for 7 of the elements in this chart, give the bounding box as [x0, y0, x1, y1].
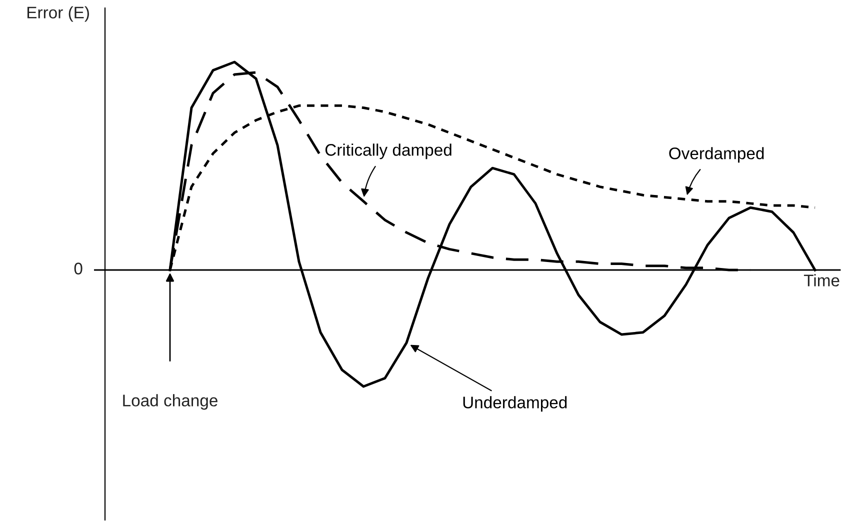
x-axis-title: Time	[804, 274, 840, 286]
y-axis-title: Error (E)	[27, 6, 89, 22]
series-label: Critically damped	[325, 144, 452, 160]
text: Underdamped	[463, 396, 567, 412]
ref-line-label: 0	[74, 262, 82, 274]
text: Overdamped	[669, 147, 764, 163]
text: Load change	[123, 394, 218, 410]
